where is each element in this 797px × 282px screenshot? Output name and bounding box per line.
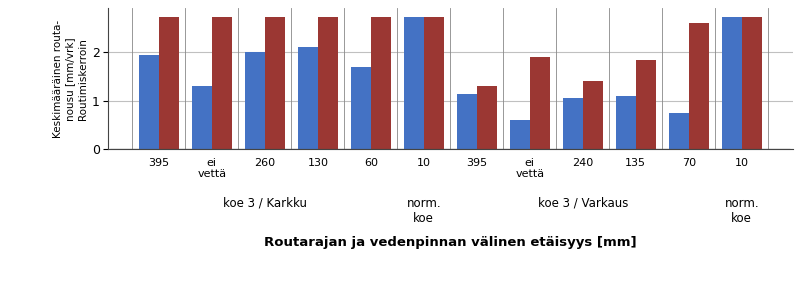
- Bar: [636, 60, 656, 149]
- Bar: [669, 113, 689, 149]
- Bar: [721, 17, 742, 149]
- Text: koe 3 / Karkku: koe 3 / Karkku: [223, 197, 307, 210]
- Bar: [477, 86, 497, 149]
- Bar: [212, 17, 232, 149]
- Bar: [351, 67, 371, 149]
- Bar: [689, 23, 709, 149]
- Bar: [265, 17, 285, 149]
- Bar: [245, 52, 265, 149]
- Bar: [424, 17, 444, 149]
- Bar: [530, 57, 550, 149]
- Bar: [192, 86, 212, 149]
- Bar: [509, 120, 530, 149]
- Bar: [371, 17, 391, 149]
- Y-axis label: Keskimääräinen routa-
nousu [mm/vrk]
Routimiskerroin: Keskimääräinen routa- nousu [mm/vrk] Rou…: [53, 20, 88, 138]
- Text: Routarajan ja vedenpinnan välinen etäisyys [mm]: Routarajan ja vedenpinnan välinen etäisy…: [264, 235, 637, 248]
- Bar: [583, 81, 603, 149]
- Bar: [318, 17, 338, 149]
- Bar: [742, 17, 762, 149]
- Bar: [457, 94, 477, 149]
- Bar: [298, 47, 318, 149]
- Text: norm.
koe: norm. koe: [724, 197, 759, 225]
- Bar: [615, 96, 636, 149]
- Bar: [563, 98, 583, 149]
- Bar: [159, 17, 179, 149]
- Bar: [139, 55, 159, 149]
- Text: norm.
koe: norm. koe: [406, 197, 441, 225]
- Text: koe 3 / Varkaus: koe 3 / Varkaus: [538, 197, 628, 210]
- Bar: [403, 17, 424, 149]
